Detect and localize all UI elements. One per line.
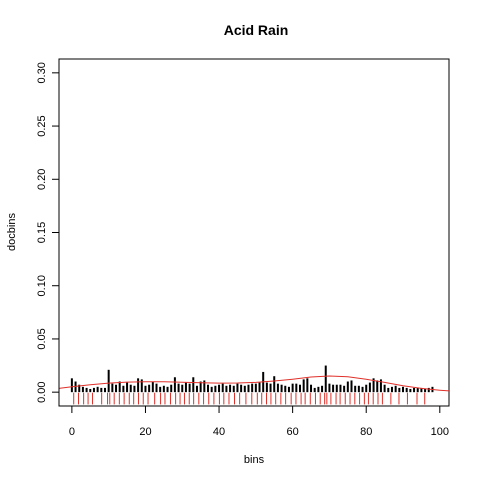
y-tick-label: 0.15 bbox=[36, 222, 48, 243]
x-tick-label: 100 bbox=[431, 426, 449, 438]
x-tick-label: 60 bbox=[287, 426, 299, 438]
y-tick-label: 0.30 bbox=[36, 62, 48, 83]
y-axis-label: docbins bbox=[6, 213, 18, 251]
plot-frame bbox=[58, 58, 450, 407]
y-tick-label: 0.25 bbox=[36, 115, 48, 136]
y-tick-label: 0.20 bbox=[36, 169, 48, 190]
x-tick-label: 20 bbox=[139, 426, 151, 438]
x-tick-label: 0 bbox=[69, 426, 75, 438]
chart-title: Acid Rain bbox=[224, 22, 289, 38]
density-line bbox=[58, 375, 450, 392]
y-tick-label: 0.10 bbox=[36, 275, 48, 296]
x-tick-label: 40 bbox=[213, 426, 225, 438]
x-tick-label: 80 bbox=[360, 426, 372, 438]
axes: 0 20 40 60 80 100 0.00 0.05 0.10 0.15 0.20 0.25 0.30 bbox=[36, 62, 449, 438]
y-tick-label: 0.00 bbox=[36, 381, 48, 402]
y-tick-label: 0.05 bbox=[36, 328, 48, 349]
x-axis-label: bins bbox=[244, 454, 265, 466]
chart-marks bbox=[58, 365, 450, 405]
